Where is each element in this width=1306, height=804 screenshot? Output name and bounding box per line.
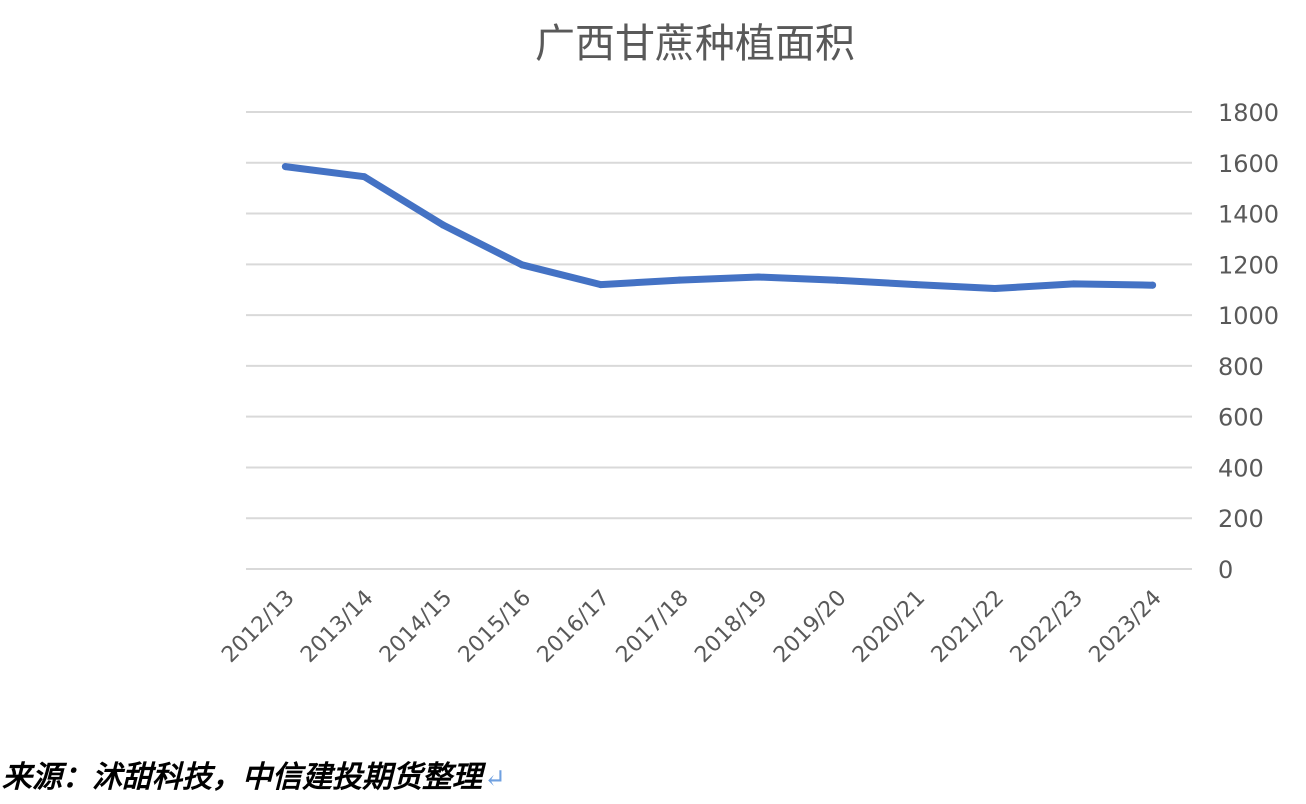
series-layer	[281, 163, 1157, 292]
x-tick-label: 2021/22	[927, 586, 1009, 668]
x-tick-label: 2020/21	[848, 586, 930, 668]
x-tick-label: 2016/17	[533, 586, 615, 668]
data-point-2018/19	[754, 273, 762, 281]
x-tick-label: 2014/15	[375, 586, 457, 668]
data-point-2020/21	[912, 281, 920, 289]
y-tick-label: 1000	[1218, 302, 1279, 330]
data-point-2023/24	[1149, 281, 1157, 289]
data-point-2016/17	[597, 281, 605, 289]
y-tick-label: 400	[1218, 454, 1264, 482]
y-axis-ticks: 0 200 400 600 800 1000 1200 1400 1600 1800	[1218, 99, 1279, 584]
chart-title: 广西甘蔗种植面积	[535, 21, 855, 67]
y-tick-label: 1400	[1218, 201, 1279, 229]
data-point-2012/13	[281, 163, 289, 171]
x-tick-label: 2012/13	[217, 586, 299, 668]
y-tick-label: 0	[1218, 556, 1233, 584]
data-point-2015/16	[518, 261, 526, 269]
y-tick-label: 200	[1218, 505, 1264, 533]
y-tick-label: 600	[1218, 404, 1264, 432]
x-axis-ticks: 2012/132013/142014/152015/162016/172017/…	[217, 586, 1166, 668]
y-tick-label: 1600	[1218, 150, 1279, 178]
x-tick-label: 2013/14	[296, 586, 378, 668]
return-mark-icon: ↵	[484, 764, 506, 794]
x-tick-label: 2019/20	[769, 586, 851, 668]
x-tick-label: 2015/16	[454, 586, 536, 668]
x-tick-label: 2017/18	[612, 586, 694, 668]
data-point-2014/15	[439, 221, 447, 229]
data-point-2021/22	[991, 284, 999, 292]
line-chart: 广西甘蔗种植面积 0 200 400 600 800 1000 1200 1400 1600 18…	[217, 21, 1279, 668]
y-tick-label: 1800	[1218, 99, 1279, 127]
x-tick-label: 2022/23	[1006, 586, 1088, 668]
data-point-2017/18	[676, 276, 684, 284]
y-tick-label: 800	[1218, 353, 1264, 381]
series-line-0	[281, 163, 1157, 292]
data-point-2019/20	[833, 276, 841, 284]
x-tick-label: 2018/19	[690, 586, 772, 668]
source-note: 来源：沭甜科技，中信建投期货整理↵	[2, 752, 506, 796]
y-tick-label: 1200	[1218, 251, 1279, 279]
gridlines	[246, 111, 1192, 570]
x-tick-label: 2023/24	[1085, 586, 1167, 668]
data-point-2013/14	[360, 173, 368, 181]
data-point-2022/23	[1070, 280, 1078, 288]
source-text: 来源：沭甜科技，中信建投期货整理	[2, 760, 482, 795]
